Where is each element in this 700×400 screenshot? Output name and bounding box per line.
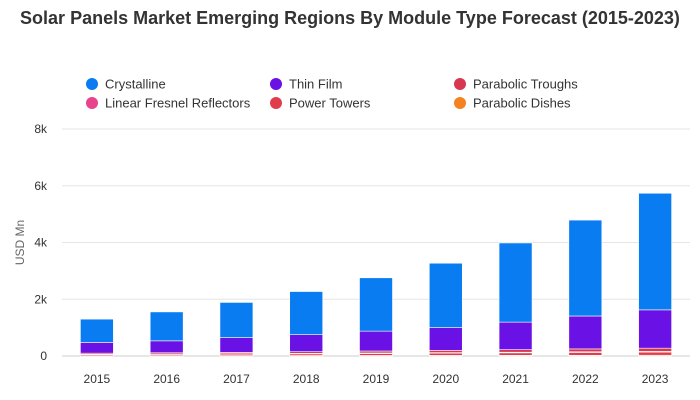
bar-segment-parabolic-troughs-2023[interactable] xyxy=(638,347,672,352)
bar-segment-crystalline-2021[interactable] xyxy=(498,242,533,323)
bar-segment-crystalline-2018[interactable] xyxy=(289,291,324,335)
y-tick-label: 2k xyxy=(34,292,48,306)
legend-marker xyxy=(454,97,466,109)
bar-segment-parabolic-troughs-2022[interactable] xyxy=(568,348,603,353)
bar-2018[interactable] xyxy=(289,291,324,357)
bar-segment-thin-film-2022[interactable] xyxy=(568,315,603,350)
legend-label: Thin Film xyxy=(289,77,342,92)
legend: Crystalline Thin Film Parabolic Troughs Lin… xyxy=(86,77,578,111)
y-axis: 0 2k 4k 6k 8k USD Mn xyxy=(13,122,48,363)
bar-segment-thin-film-2018[interactable] xyxy=(289,334,324,352)
bar-2015[interactable] xyxy=(80,318,114,357)
legend-item-thin-film[interactable]: Thin Film xyxy=(270,77,342,92)
bar-segment-thin-film-2017[interactable] xyxy=(219,337,254,353)
x-tick-label: 2021 xyxy=(502,372,529,386)
bar-segment-power-towers-2021[interactable] xyxy=(498,352,533,356)
legend-marker xyxy=(86,97,98,109)
legend-marker xyxy=(270,97,282,109)
bar-2017[interactable] xyxy=(219,302,254,357)
bar-2016[interactable] xyxy=(149,311,184,357)
chart-title: Solar Panels Market Emerging Regions By … xyxy=(20,8,680,28)
legend-item-crystalline[interactable]: Crystalline xyxy=(86,77,166,92)
bar-segment-crystalline-2020[interactable] xyxy=(428,262,463,328)
bar-segment-thin-film-2023[interactable] xyxy=(638,309,672,349)
bar-2020[interactable] xyxy=(428,262,463,357)
x-tick-label: 2016 xyxy=(153,372,180,386)
legend-label: Linear Fresnel Reflectors xyxy=(105,96,251,111)
y-tick-label: 0 xyxy=(40,349,47,363)
x-tick-label: 2022 xyxy=(572,372,599,386)
bar-2019[interactable] xyxy=(359,277,393,357)
x-tick-label: 2018 xyxy=(293,372,320,386)
legend-label: Parabolic Troughs xyxy=(473,77,578,92)
bar-segment-crystalline-2016[interactable] xyxy=(149,311,184,342)
bar-segment-parabolic-troughs-2020[interactable] xyxy=(428,350,463,353)
bar-segment-power-towers-2022[interactable] xyxy=(568,352,603,356)
bar-segment-crystalline-2017[interactable] xyxy=(219,302,254,338)
legend-marker xyxy=(86,78,98,90)
legend-item-power-towers[interactable]: Power Towers xyxy=(270,96,371,111)
bar-segment-power-towers-2020[interactable] xyxy=(428,352,463,356)
legend-label: Crystalline xyxy=(105,77,166,92)
y-tick-label: 8k xyxy=(34,122,48,136)
legend-item-parabolic-dishes[interactable]: Parabolic Dishes xyxy=(454,96,571,111)
x-tick-label: 2023 xyxy=(642,372,669,386)
x-axis: 2015 2016 2017 2018 2019 2020 2021 2022 2023 xyxy=(84,372,669,386)
bar-segment-crystalline-2023[interactable] xyxy=(638,192,672,311)
bar-segment-thin-film-2020[interactable] xyxy=(428,327,463,351)
bar-segment-thin-film-2019[interactable] xyxy=(359,330,393,352)
bar-segment-crystalline-2022[interactable] xyxy=(568,219,603,317)
legend-marker xyxy=(270,78,282,90)
bar-segment-thin-film-2021[interactable] xyxy=(498,321,533,350)
bar-2023[interactable] xyxy=(638,192,672,357)
y-tick-label: 6k xyxy=(34,179,48,193)
bar-segment-crystalline-2015[interactable] xyxy=(80,318,114,343)
y-tick-label: 4k xyxy=(34,236,48,250)
bar-2021[interactable] xyxy=(498,242,533,357)
bar-segment-power-towers-2023[interactable] xyxy=(638,351,672,356)
bars xyxy=(80,192,672,357)
legend-marker xyxy=(454,78,466,90)
x-tick-label: 2019 xyxy=(363,372,390,386)
bar-segment-parabolic-troughs-2021[interactable] xyxy=(498,349,533,353)
x-tick-label: 2020 xyxy=(432,372,459,386)
y-axis-label: USD Mn xyxy=(13,220,27,265)
bar-segment-crystalline-2019[interactable] xyxy=(359,277,393,332)
bar-segment-thin-film-2015[interactable] xyxy=(80,342,114,354)
legend-item-parabolic-troughs[interactable]: Parabolic Troughs xyxy=(454,77,578,92)
bar-2022[interactable] xyxy=(568,219,603,357)
legend-item-linear-fresnel-reflectors[interactable]: Linear Fresnel Reflectors xyxy=(86,96,251,111)
legend-label: Power Towers xyxy=(289,96,371,111)
legend-label: Parabolic Dishes xyxy=(473,96,571,111)
x-tick-label: 2017 xyxy=(223,372,250,386)
bar-segment-thin-film-2016[interactable] xyxy=(149,340,184,354)
x-tick-label: 2015 xyxy=(84,372,111,386)
